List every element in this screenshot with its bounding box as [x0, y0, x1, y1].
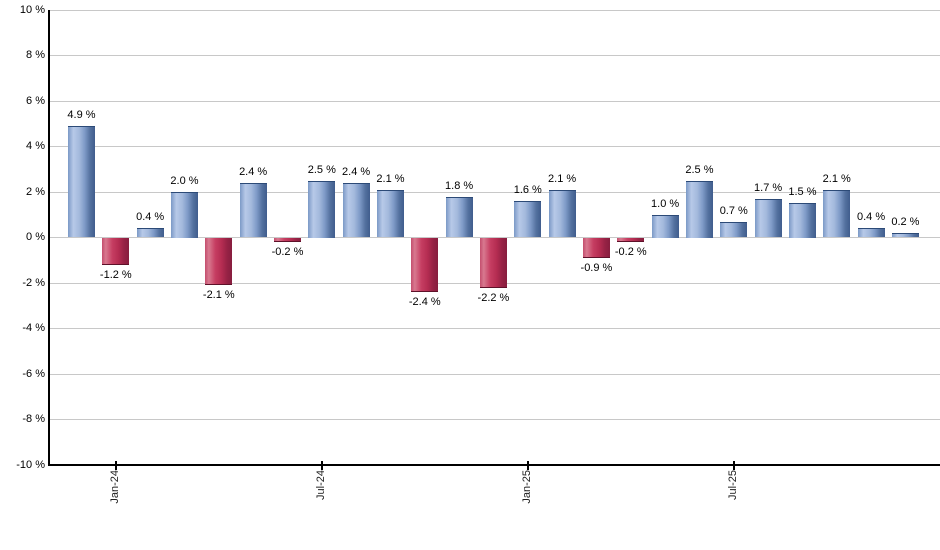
bar-value-label: 1.6 %	[513, 184, 542, 197]
bar	[411, 237, 439, 293]
bar	[273, 237, 301, 243]
bar-value-label: 0.2 %	[891, 215, 920, 228]
bar-value-label: 2.4 %	[239, 165, 268, 178]
bar-value-label: -2.4 %	[408, 296, 441, 309]
x-axis-tick-label: Jan-24	[109, 470, 122, 504]
y-axis-tick-label: -10 %	[16, 458, 45, 471]
y-axis-tick-label: 10 %	[19, 3, 45, 16]
y-axis-tick-label: -4 %	[22, 322, 45, 334]
y-axis-tick-label: -6 %	[22, 367, 45, 380]
y-axis-tick-label: 6 %	[26, 94, 45, 107]
y-axis-line	[48, 10, 50, 465]
x-axis-line	[48, 464, 940, 466]
bar-value-label: -1.2 %	[99, 268, 132, 281]
bar	[582, 237, 610, 258]
bar-value-label: -0.2 %	[614, 246, 647, 259]
bar-value-label: 0.7 %	[719, 204, 748, 217]
bar-value-label: -2.1 %	[202, 289, 235, 302]
bar	[548, 189, 576, 238]
bar	[651, 214, 679, 238]
bar	[102, 237, 130, 265]
x-axis-tick	[320, 461, 323, 470]
y-axis-tick-label: -8 %	[22, 413, 45, 425]
bar-value-label: 2.1 %	[548, 172, 577, 185]
bar-value-label: 1.5 %	[788, 186, 817, 199]
bar	[514, 201, 542, 238]
bar-value-label: 1.0 %	[651, 197, 680, 210]
bar	[170, 192, 198, 238]
bar-value-label: 2.1 %	[376, 172, 405, 185]
bar-value-label: 0.4 %	[857, 211, 886, 224]
bar	[239, 182, 267, 238]
bar	[445, 196, 473, 238]
y-axis-tick-label: -2 %	[22, 276, 45, 289]
bar	[823, 189, 851, 238]
gridline	[49, 9, 940, 11]
gridline	[49, 55, 940, 56]
bar	[720, 221, 748, 238]
gridline	[49, 191, 940, 193]
bar-value-label: 1.7 %	[754, 181, 783, 194]
bar	[205, 237, 233, 286]
x-axis-tick	[526, 461, 529, 470]
gridline	[49, 100, 940, 102]
bar	[342, 182, 370, 238]
bar	[685, 180, 713, 238]
x-axis-tick-label: Jul-25	[727, 470, 740, 500]
bar-value-label: 2.4 %	[342, 165, 371, 178]
y-axis-tick-label: 0 %	[26, 231, 45, 243]
bar	[617, 237, 645, 243]
gridline	[49, 419, 940, 420]
y-axis-tick-label: 8 %	[26, 49, 45, 61]
bar	[68, 126, 95, 238]
x-axis-tick	[732, 461, 735, 470]
x-axis-tick-label: Jan-25	[521, 470, 534, 504]
bar	[308, 180, 336, 238]
gridline	[49, 328, 940, 329]
x-axis-tick	[114, 461, 117, 470]
gridline	[49, 373, 940, 375]
bar	[479, 237, 507, 288]
y-axis-tick-label: 4 %	[26, 140, 45, 152]
bar-value-label: 2.1 %	[822, 172, 851, 185]
bar	[136, 228, 164, 238]
bar	[754, 198, 782, 238]
bar	[376, 189, 404, 238]
bar-value-label: 0.4 %	[136, 211, 165, 224]
bar	[788, 203, 816, 238]
bar-value-label: 2.5 %	[685, 163, 714, 176]
x-axis-tick-label: Jul-24	[315, 470, 328, 500]
y-axis-tick-label: 2 %	[26, 185, 45, 198]
bar	[857, 228, 885, 238]
bar-value-label: 1.8 %	[445, 179, 474, 192]
bar-value-label: 2.0 %	[170, 175, 199, 187]
bar-value-label: -0.9 %	[580, 261, 613, 274]
bar-value-label: 2.5 %	[307, 163, 336, 176]
gridline	[49, 146, 940, 147]
bar-value-label: -0.2 %	[271, 246, 304, 259]
bar	[891, 232, 919, 238]
bar-value-label: -2.2 %	[477, 291, 510, 304]
bar-value-label: 4.9 %	[67, 109, 96, 122]
